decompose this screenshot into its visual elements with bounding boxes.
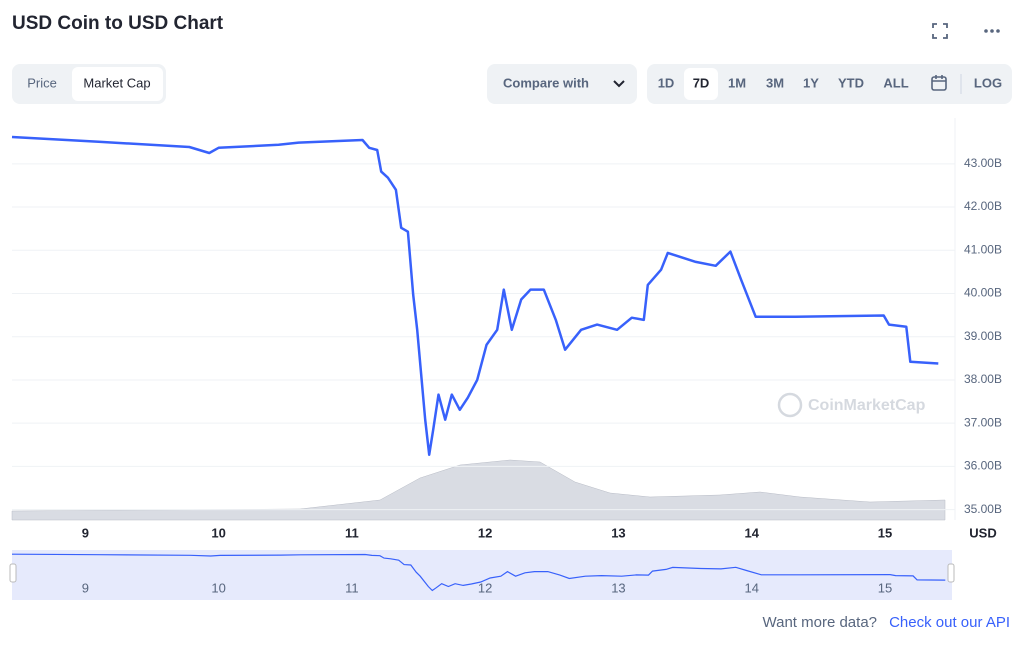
navigator-handle[interactable]	[947, 563, 955, 583]
y-tick-label: 38.00B	[964, 372, 1002, 386]
watermark: CoinMarketCap	[777, 392, 926, 418]
footer-text: Want more data?	[763, 614, 878, 631]
x-tick-label: 10	[211, 525, 225, 540]
x-tick-label: 12	[478, 525, 492, 540]
x-tick-label: 15	[878, 525, 892, 540]
range-button[interactable]: 1Y	[803, 75, 819, 90]
expand-icon[interactable]	[932, 23, 948, 39]
compare-label[interactable]: Compare with	[503, 75, 589, 90]
navigator-line	[11, 553, 946, 592]
range-group	[647, 64, 1012, 104]
range-button[interactable]: ALL	[883, 75, 908, 90]
navigator-tick-label: 10	[211, 580, 225, 595]
x-tick-label: 9	[82, 525, 89, 540]
y-tick-label: 36.00B	[964, 459, 1002, 473]
y-tick-label: 37.00B	[964, 415, 1002, 429]
navigator-tick-label: 13	[611, 580, 625, 595]
tab[interactable]: Market Cap	[83, 75, 150, 90]
navigator-tick-label: 12	[478, 580, 492, 595]
range-button[interactable]: 3M	[766, 75, 784, 90]
navigator-tick-label: 9	[82, 580, 89, 595]
y-tick-label: 40.00B	[964, 286, 1002, 300]
y-tick-label: 41.00B	[964, 242, 1002, 256]
tab[interactable]: Price	[27, 75, 57, 90]
navigator-handle[interactable]	[9, 563, 17, 583]
volume-area	[11, 459, 946, 521]
navigator-tick-label: 15	[878, 580, 892, 595]
x-tick-label: 13	[611, 525, 625, 540]
x-tick-label: 11	[345, 525, 359, 540]
y-tick-label: 42.00B	[964, 199, 1002, 213]
log-button[interactable]: LOG	[974, 75, 1002, 90]
y-tick-label: 35.00B	[964, 502, 1002, 516]
navigator-tick-label: 11	[345, 580, 359, 595]
range-button[interactable]: YTD	[838, 75, 864, 90]
price-line	[11, 135, 939, 456]
more-icon[interactable]	[984, 29, 1000, 33]
title: USD Coin to USD Chart	[12, 13, 224, 34]
y-unit-label: USD	[969, 525, 996, 540]
y-tick-label: 43.00B	[964, 156, 1002, 170]
range-active	[684, 68, 718, 100]
tab-active	[72, 67, 163, 101]
range-button[interactable]: 7D	[693, 75, 710, 90]
calendar-icon[interactable]	[931, 75, 947, 91]
x-tick-label: 14	[745, 525, 760, 540]
range-button[interactable]: 1M	[728, 75, 746, 90]
navigator-tick-label: 14	[745, 580, 759, 595]
compare-dropdown[interactable]	[487, 64, 637, 104]
range-button[interactable]: 1D	[658, 75, 675, 90]
watermark-text: CoinMarketCap	[808, 397, 926, 414]
chevron	[613, 80, 625, 88]
y-tick-label: 39.00B	[964, 329, 1002, 343]
api-link[interactable]: Check out our API	[889, 614, 1010, 631]
